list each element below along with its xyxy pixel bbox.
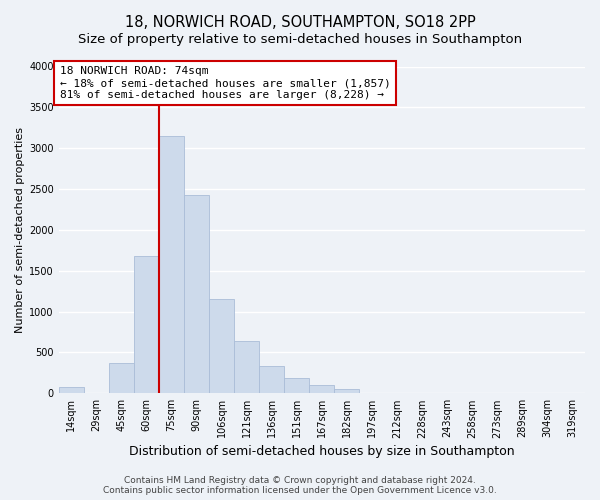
Bar xyxy=(284,378,310,394)
Bar xyxy=(184,195,209,394)
Bar xyxy=(209,298,234,394)
Bar xyxy=(334,389,359,394)
Bar xyxy=(159,136,184,394)
Text: 18 NORWICH ROAD: 74sqm
← 18% of semi-detached houses are smaller (1,857)
81% of : 18 NORWICH ROAD: 74sqm ← 18% of semi-det… xyxy=(60,66,391,100)
Bar xyxy=(310,384,334,394)
Bar xyxy=(109,364,134,394)
Text: 18, NORWICH ROAD, SOUTHAMPTON, SO18 2PP: 18, NORWICH ROAD, SOUTHAMPTON, SO18 2PP xyxy=(125,15,475,30)
X-axis label: Distribution of semi-detached houses by size in Southampton: Distribution of semi-detached houses by … xyxy=(129,444,515,458)
Bar xyxy=(134,256,159,394)
Y-axis label: Number of semi-detached properties: Number of semi-detached properties xyxy=(15,127,25,333)
Bar xyxy=(59,387,84,394)
Bar xyxy=(259,366,284,394)
Bar xyxy=(234,341,259,394)
Text: Size of property relative to semi-detached houses in Southampton: Size of property relative to semi-detach… xyxy=(78,32,522,46)
Text: Contains HM Land Registry data © Crown copyright and database right 2024.
Contai: Contains HM Land Registry data © Crown c… xyxy=(103,476,497,495)
